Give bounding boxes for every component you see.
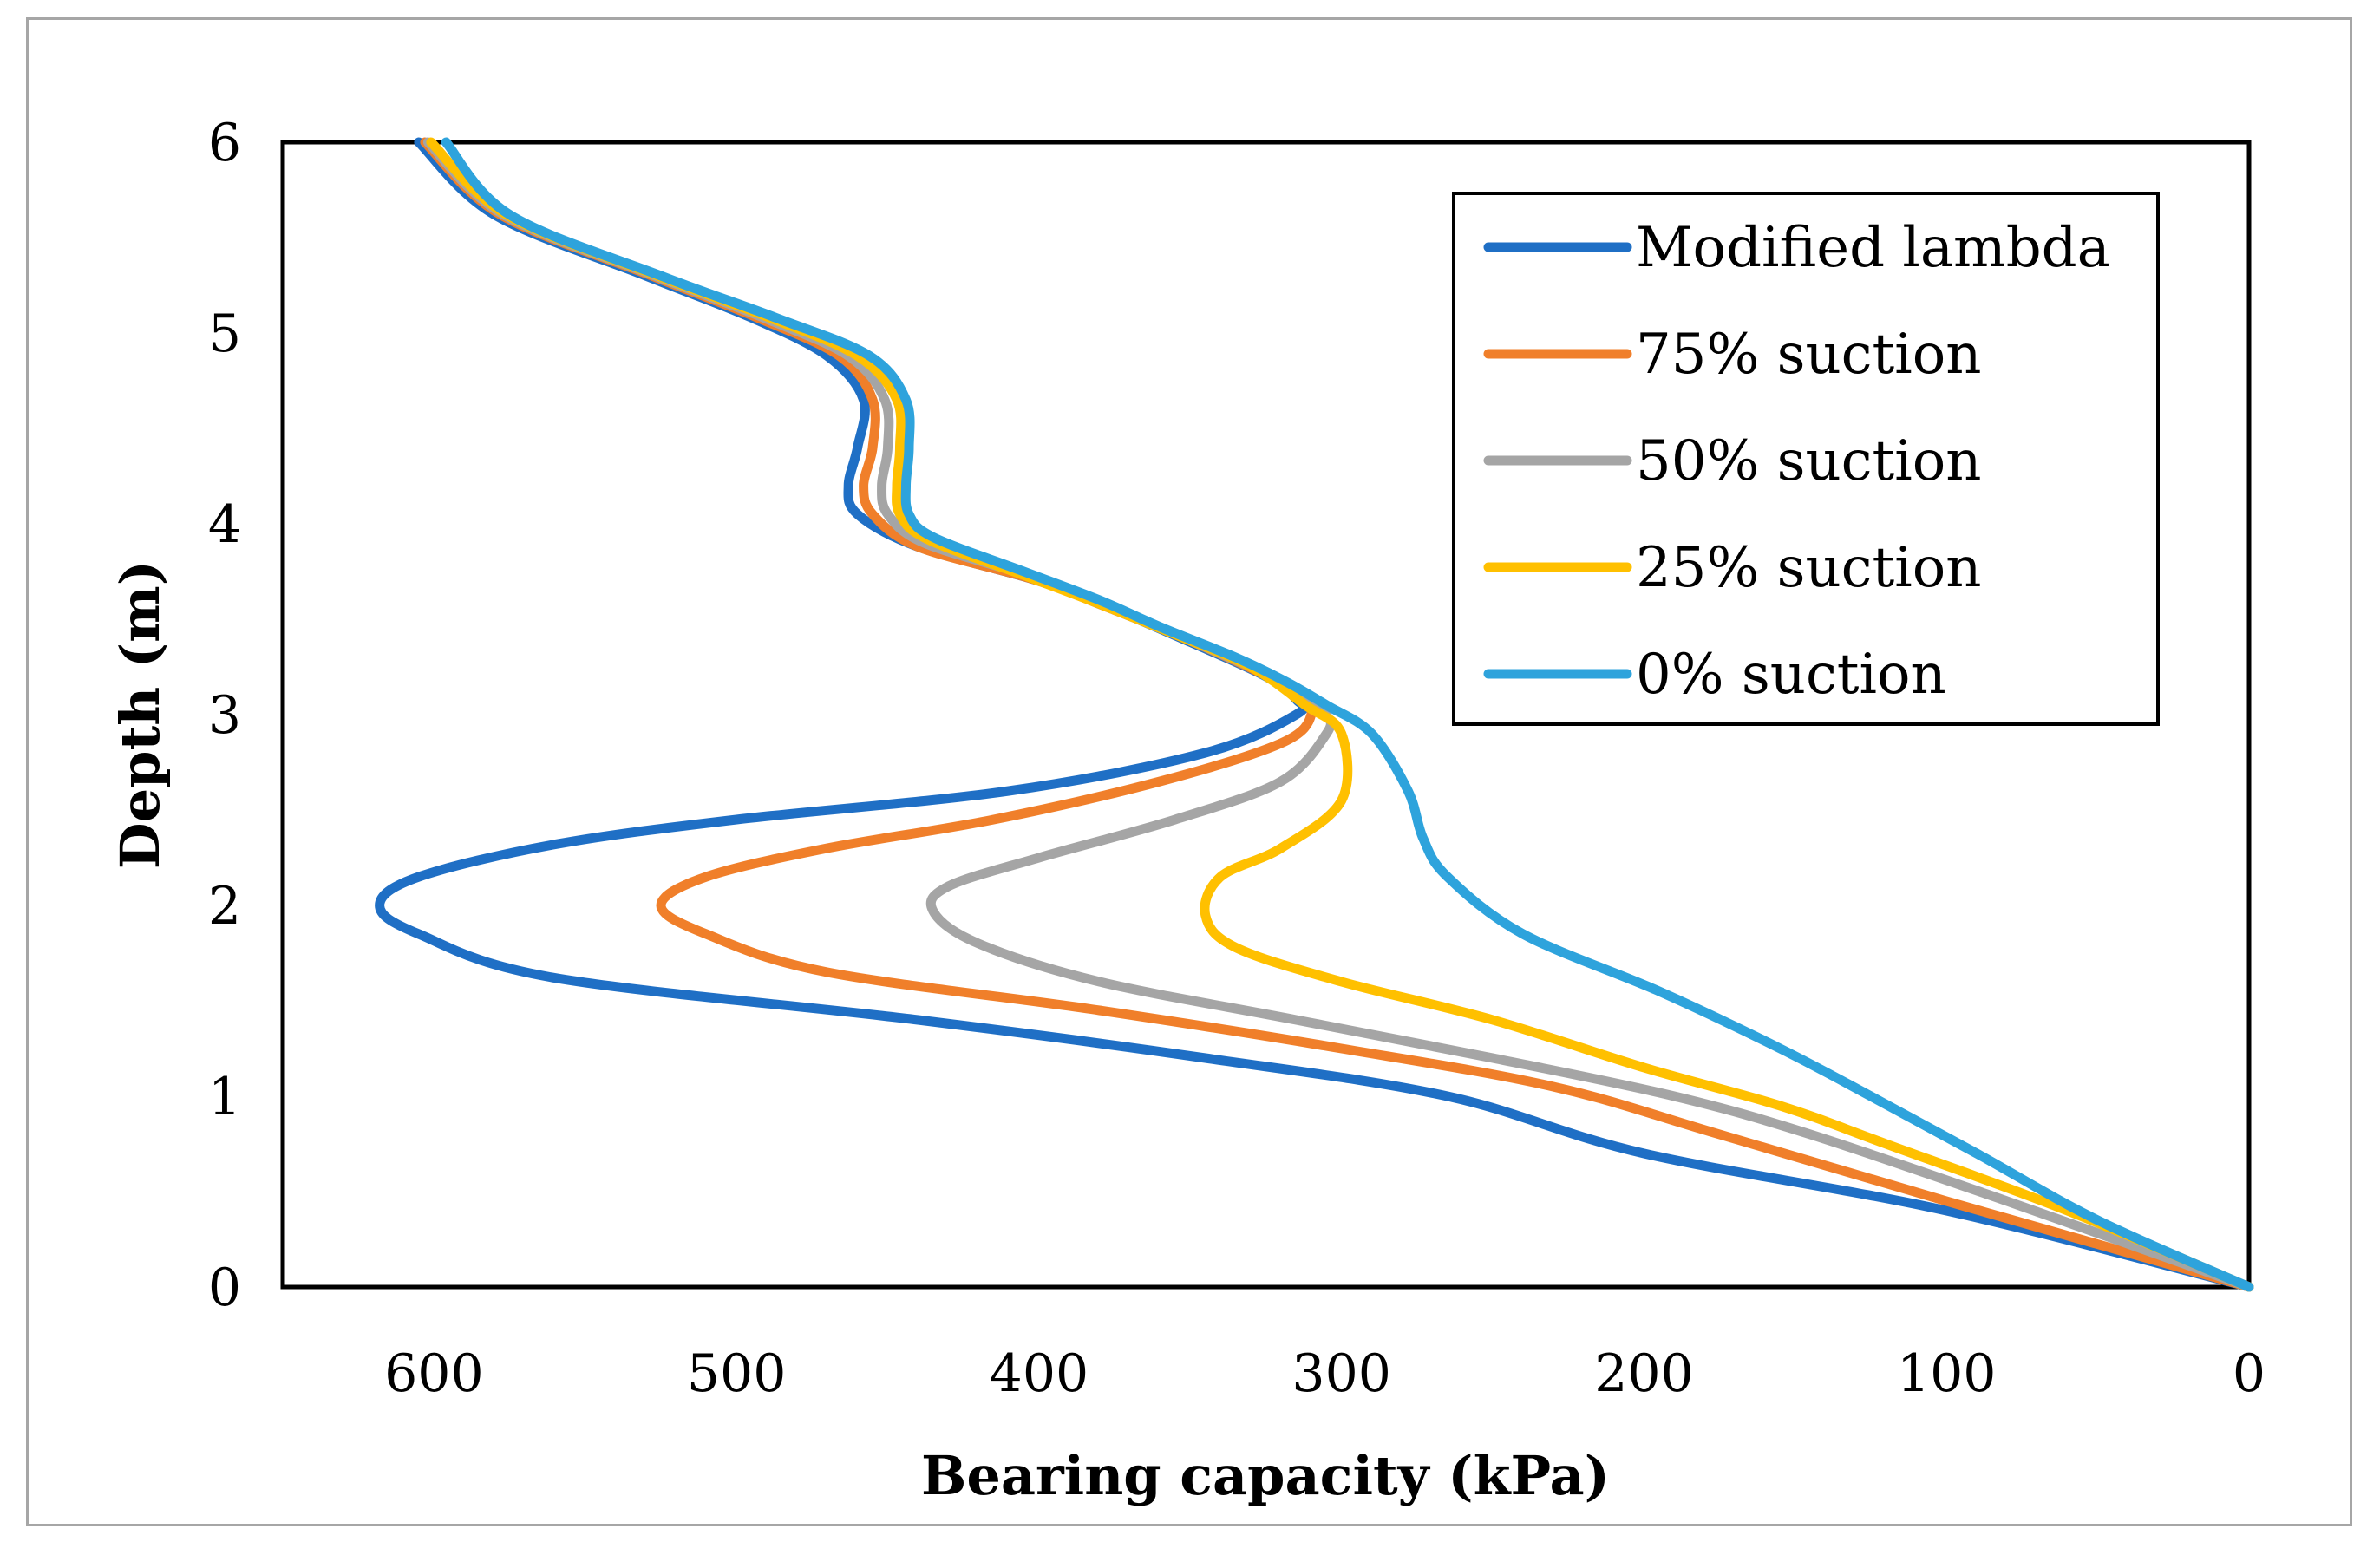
x-tick-label: 600 bbox=[384, 1343, 484, 1404]
y-tick-label: 6 bbox=[208, 113, 241, 173]
y-tick-label: 1 bbox=[208, 1067, 241, 1127]
series-layer bbox=[375, 137, 2254, 1292]
x-tick-label: 500 bbox=[687, 1343, 787, 1404]
series-line-50-suction bbox=[422, 137, 2254, 1292]
legend: Modified lambda 75% suction 50% suction 25%… bbox=[1452, 192, 2160, 726]
x-axis-title: Bearing capacity (kPa) bbox=[921, 1444, 1610, 1507]
y-tick-label: 2 bbox=[208, 876, 241, 937]
x-tick-label: 0 bbox=[2233, 1343, 2266, 1404]
bearing-capacity-chart: 600 500 400 300 200 100 0 0 1 2 3 4 5 6 Bearing capa… bbox=[108, 113, 2266, 1507]
series-line-75-suction bbox=[420, 137, 2254, 1292]
legend-label: Modified lambda bbox=[1636, 216, 2110, 280]
series-line-0-suction bbox=[441, 137, 2254, 1292]
y-tick-labels: 0 1 2 3 4 5 6 bbox=[208, 113, 241, 1318]
y-tick-label: 4 bbox=[208, 494, 241, 555]
y-axis-title: Depth (m) bbox=[108, 560, 172, 869]
legend-entry: Modified lambda bbox=[1483, 216, 2110, 280]
x-tick-label: 300 bbox=[1291, 1343, 1391, 1404]
x-tick-label: 400 bbox=[990, 1343, 1089, 1404]
chart-frame: 600 500 400 300 200 100 0 0 1 2 3 4 5 6 Bearing capa… bbox=[26, 17, 2352, 1526]
plot-area bbox=[280, 140, 2252, 1290]
y-tick-label: 3 bbox=[208, 685, 241, 746]
legend-label: 25% suction bbox=[1636, 536, 1981, 600]
x-tick-labels: 600 500 400 300 200 100 0 bbox=[384, 1343, 2266, 1404]
legend-entry: 25% suction bbox=[1483, 536, 1981, 600]
x-tick-label: 200 bbox=[1594, 1343, 1694, 1404]
legend-entry: 50% suction bbox=[1483, 429, 1981, 493]
series-line-25-suction bbox=[426, 137, 2254, 1292]
y-tick-label: 0 bbox=[208, 1258, 241, 1318]
series-line-modified-lambda bbox=[375, 137, 2254, 1292]
legend-items: Modified lambda 75% suction 50% suction 25%… bbox=[1483, 216, 2110, 707]
legend-entry: 0% suction bbox=[1483, 643, 1946, 707]
legend-label: 0% suction bbox=[1636, 643, 1946, 707]
legend-label: 50% suction bbox=[1636, 429, 1981, 493]
legend-label: 75% suction bbox=[1636, 323, 1981, 387]
x-tick-label: 100 bbox=[1897, 1343, 1997, 1404]
legend-entry: 75% suction bbox=[1483, 323, 1981, 387]
y-tick-label: 5 bbox=[208, 304, 241, 364]
